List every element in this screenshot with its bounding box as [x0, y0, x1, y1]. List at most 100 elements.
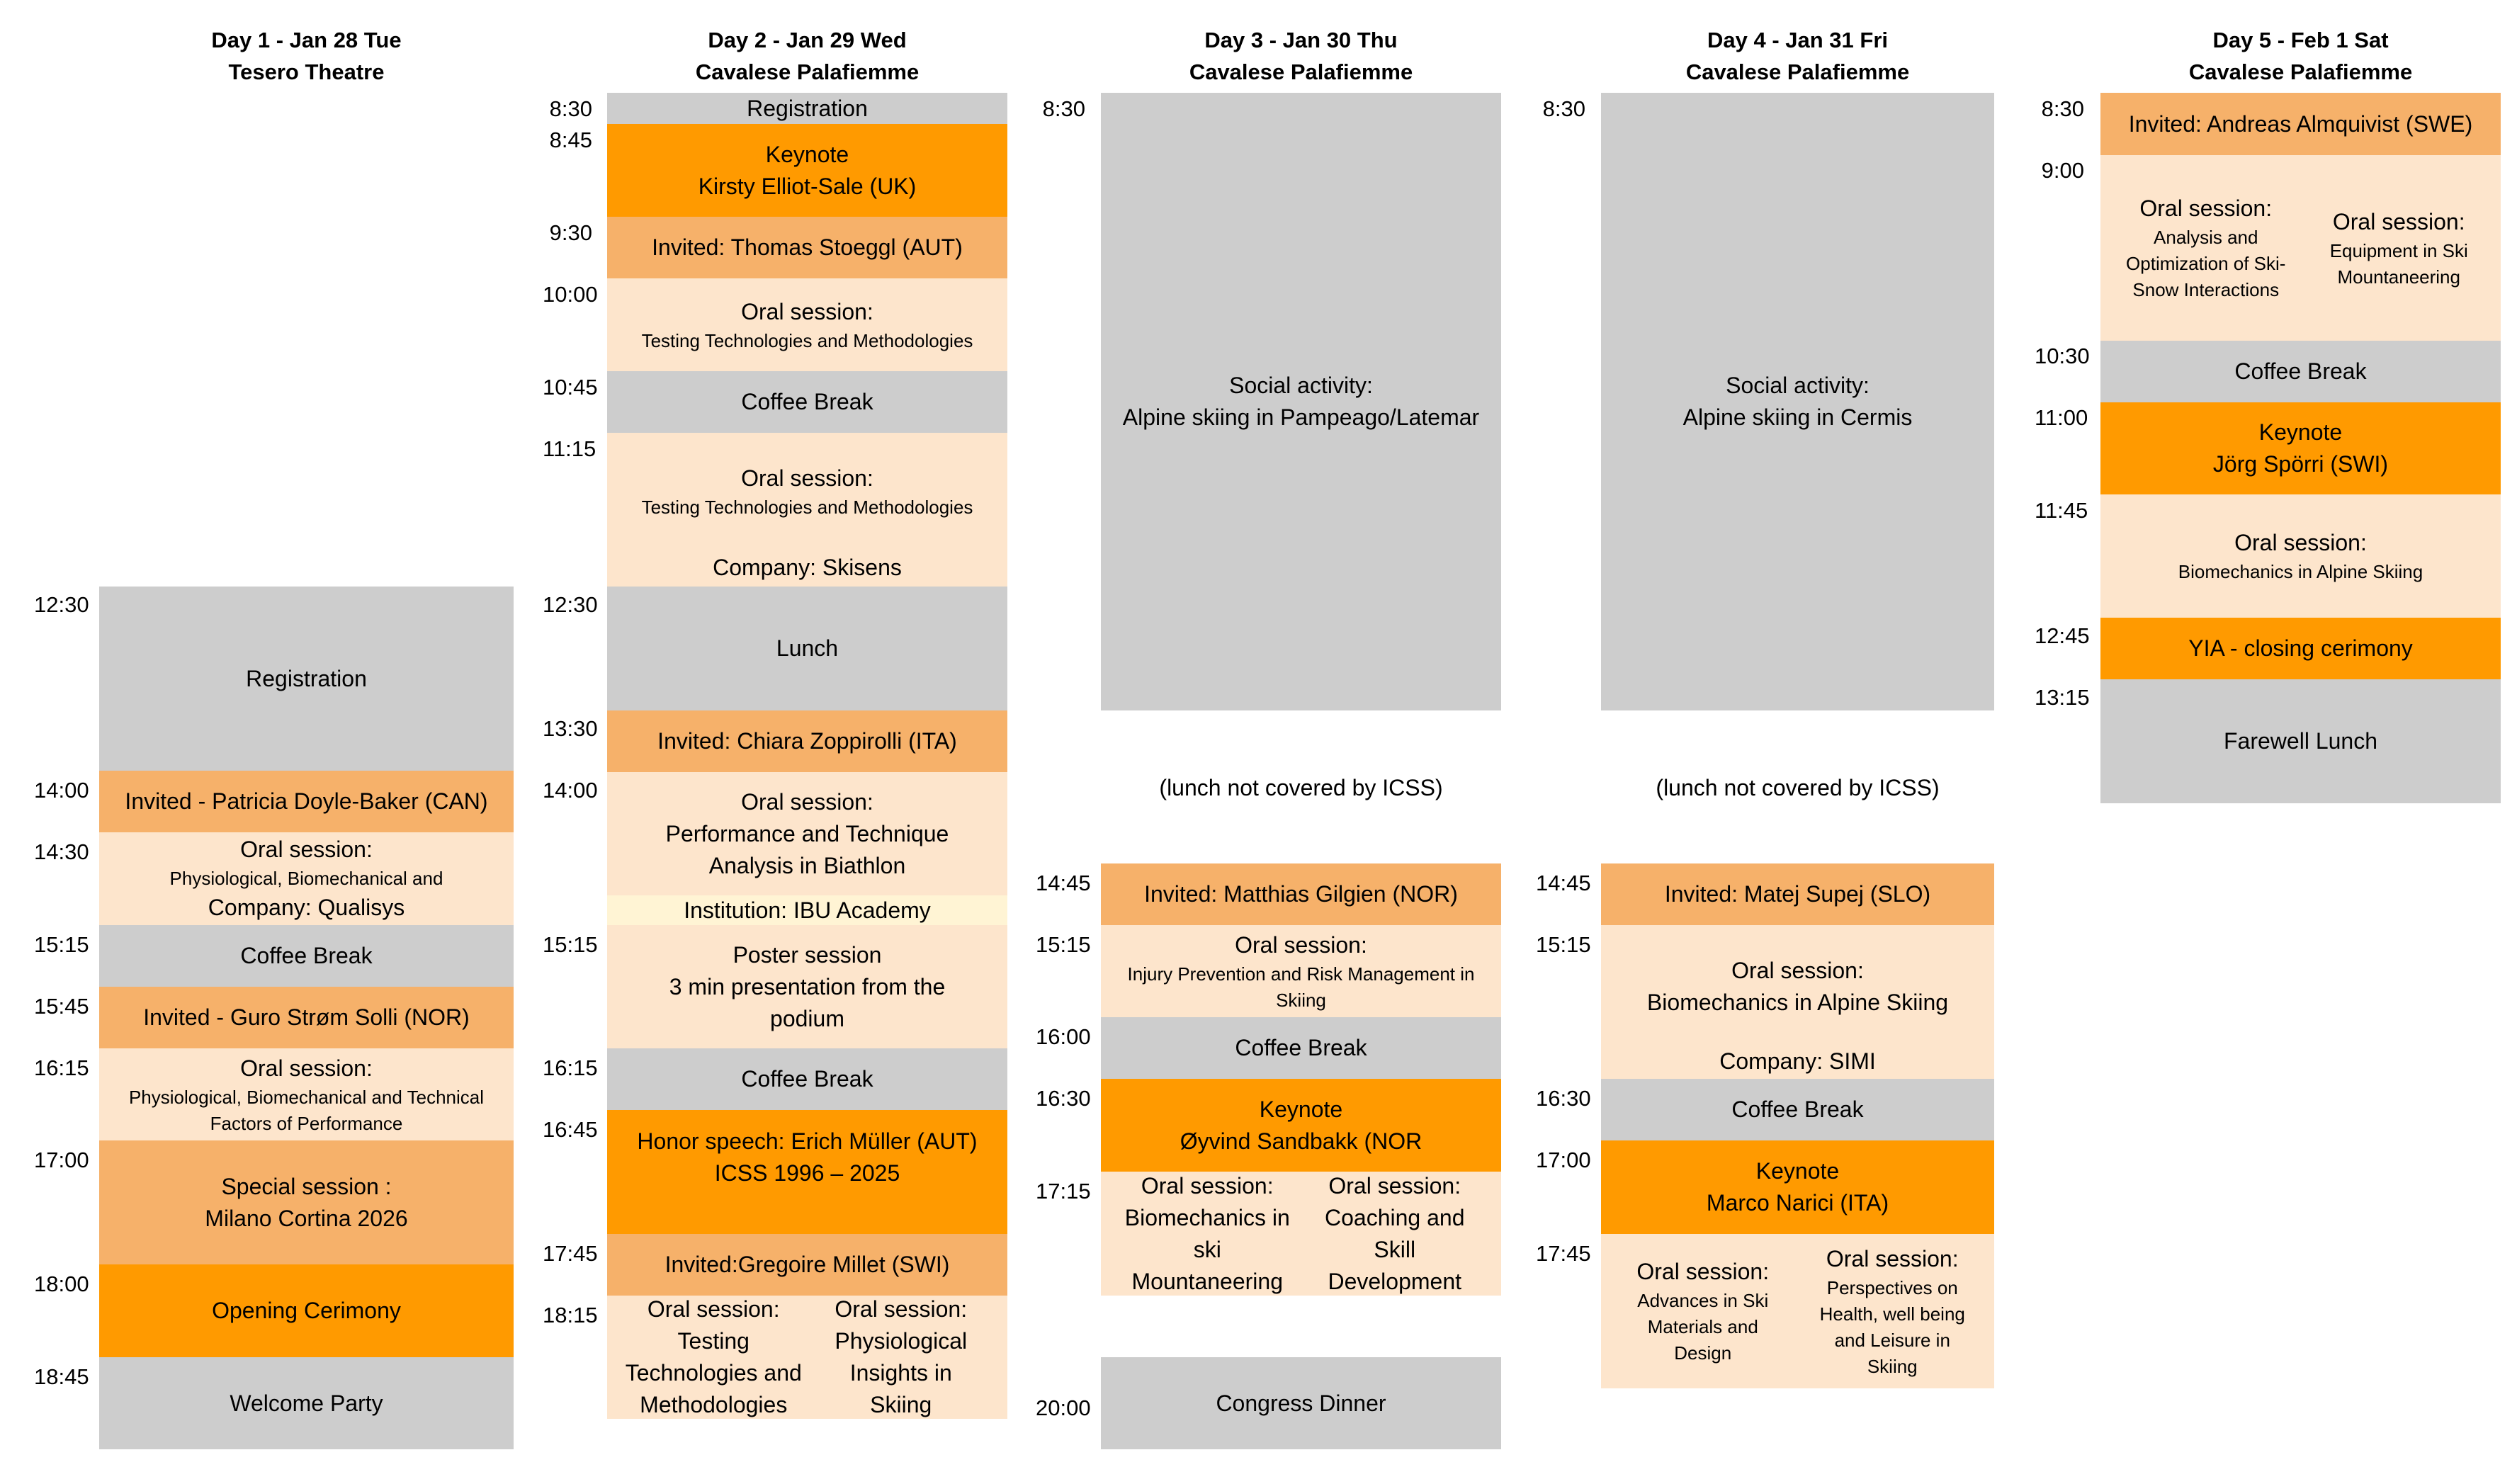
social-activity-block[interactable]: Social activity: Alpine skiing in Pampea… — [1101, 93, 1501, 710]
invited-talk-block[interactable]: Invited: Matthias Gilgien (NOR) — [1101, 863, 1501, 925]
block-label: Keynote — [1259, 1096, 1343, 1122]
oral-session-block[interactable]: Oral session: Biomechanics in Alpine Ski… — [2100, 494, 2501, 618]
oral-session-right[interactable]: Oral session: Coaching and Skill Develop… — [1303, 1172, 1487, 1296]
session-title: Oral session: — [2139, 196, 2273, 221]
oral-session-left[interactable]: Oral session: Biomechanics in ski Mounta… — [1115, 1172, 1299, 1296]
invited-talk-block[interactable]: Invited: Andreas Almquivist (SWE) — [2100, 93, 2501, 155]
oral-session-left[interactable]: Oral session: Advances in Ski Materials … — [1611, 1234, 1795, 1388]
closing-ceremony-block[interactable]: YIA - closing cerimony — [2100, 618, 2501, 679]
coffee-break-block[interactable]: Coffee Break — [1601, 1079, 1994, 1140]
time-label: 16:15 — [543, 1055, 598, 1080]
invited-talk-block[interactable]: Invited - Patricia Doyle-Baker (CAN) — [99, 771, 514, 832]
block-label: Invited - Guro Strøm Solli (NOR) — [143, 1004, 470, 1030]
day-4-title: Day 4 - Jan 31 Fri — [1707, 28, 1888, 52]
time-label: 17:45 — [1536, 1241, 1591, 1266]
time-label: 16:30 — [1036, 1086, 1091, 1111]
session-topic: Analysis and — [2154, 227, 2258, 248]
company-label: Company: Qualisys — [208, 895, 405, 920]
session-topic: Equipment in Ski — [2329, 239, 2468, 261]
social-activity-block[interactable]: Social activity: Alpine skiing in Cermis — [1601, 93, 1994, 710]
time-label: 15:15 — [1036, 932, 1091, 957]
session-title: Oral session: — [647, 1296, 780, 1322]
day-4-header: Day 4 - Jan 31 Fri Cavalese Palafiemme — [1601, 24, 1994, 89]
block-label: Poster session — [733, 941, 882, 968]
session-topic: Testing Technologies and Methodologies — [641, 329, 973, 351]
block-label: Welcome Party — [230, 1390, 383, 1416]
invited-talk-block[interactable]: Invited: Matej Supej (SLO) — [1601, 863, 1994, 925]
session-topic: Physiological, Biomechanical and — [169, 868, 443, 889]
honor-speech-block[interactable]: Honor speech: Erich Müller (AUT) ICSS 19… — [607, 1110, 1007, 1234]
oral-session-left[interactable]: Oral session: Testing Technologies and M… — [621, 1296, 805, 1419]
session-title: Oral session: — [1328, 1172, 1461, 1199]
session-title: Oral session: — [2332, 208, 2465, 234]
lunch-block[interactable]: Lunch — [607, 587, 1007, 710]
coffee-break-block[interactable]: Coffee Break — [99, 925, 514, 987]
oral-session-right[interactable]: Oral session: Equipment in Ski Mountanee… — [2307, 155, 2491, 341]
oral-session-block[interactable]: Oral session: Injury Prevention and Risk… — [1101, 925, 1501, 1017]
session-topic: Mountaneering — [2337, 266, 2460, 288]
time-label: 14:45 — [1036, 871, 1091, 895]
oral-session-block[interactable]: Oral session: Physiological, Biomechanic… — [99, 1048, 514, 1140]
oral-session-right[interactable]: Oral session: Physiological Insights in … — [809, 1296, 993, 1419]
keynote-block[interactable]: Keynote Kirsty Elliot-Sale (UK) — [607, 124, 1007, 217]
session-topic: Materials and — [1647, 1316, 1758, 1337]
oral-session-right[interactable]: Oral session: Perspectives on Health, we… — [1800, 1234, 1984, 1388]
invited-talk-block[interactable]: Invited:Gregoire Millet (SWI) — [607, 1234, 1007, 1296]
session-topic: Injury Prevention and Risk Management in… — [1127, 963, 1475, 1011]
lunch-note: (lunch not covered by ICSS) — [1656, 775, 1940, 800]
oral-session-left[interactable]: Oral session: Analysis and Optimization … — [2110, 155, 2302, 341]
session-topic: Perspectives on — [1826, 1276, 1958, 1298]
block-label: Keynote — [1755, 1158, 1840, 1184]
block-label: Keynote — [2258, 419, 2343, 445]
time-label: 17:00 — [34, 1148, 89, 1172]
registration-block[interactable]: Registration — [607, 93, 1007, 124]
session-topic: Skiing — [1867, 1355, 1918, 1377]
session-topic: Insights in — [849, 1360, 952, 1386]
time-label: 12:45 — [2035, 623, 2090, 648]
company-label: Company: Skisens — [713, 555, 902, 580]
registration-block[interactable]: Registration — [99, 587, 514, 771]
session-topic: Testing — [677, 1328, 750, 1354]
keynote-block[interactable]: Keynote Marco Narici (ITA) — [1601, 1140, 1994, 1234]
time-label: 15:15 — [1536, 932, 1591, 957]
block-label: Coffee Break — [741, 1066, 873, 1092]
opening-ceremony-block[interactable]: Opening Cerimony — [99, 1264, 514, 1357]
coffee-break-block[interactable]: Coffee Break — [607, 371, 1007, 433]
oral-session-block[interactable]: Oral session: Performance and Technique … — [607, 772, 1007, 895]
session-topic: Performance and Technique — [665, 820, 949, 846]
special-session-block[interactable]: Special session : Milano Cortina 2026 — [99, 1140, 514, 1264]
parallel-oral-sessions-block[interactable]: Oral session: Testing Technologies and M… — [607, 1296, 1007, 1419]
coffee-break-block[interactable]: Coffee Break — [2100, 341, 2501, 402]
time-label: 10:45 — [543, 375, 598, 400]
oral-session-block[interactable]: Oral session: Testing Technologies and M… — [607, 278, 1007, 371]
welcome-party-block[interactable]: Welcome Party — [99, 1357, 514, 1449]
block-label: YIA - closing cerimony — [2188, 635, 2413, 661]
parallel-oral-sessions-block[interactable]: Oral session: Analysis and Optimization … — [2100, 155, 2501, 341]
parallel-oral-sessions-block[interactable]: Oral session: Biomechanics in ski Mounta… — [1101, 1172, 1501, 1296]
invited-talk-block[interactable]: Invited - Guro Strøm Solli (NOR) — [99, 987, 514, 1048]
block-label: Invited: Matej Supej (SLO) — [1664, 881, 1931, 907]
oral-session-block[interactable]: Oral session: Testing Technologies and M… — [607, 433, 1007, 587]
session-topic: Optimization of Ski- — [2126, 253, 2286, 274]
block-label: Milano Cortina 2026 — [205, 1205, 408, 1231]
keynote-block[interactable]: Keynote Øyvind Sandbakk (NOR — [1101, 1079, 1501, 1172]
keynote-block[interactable]: Keynote Jörg Spörri (SWI) — [2100, 402, 2501, 494]
time-label: 15:15 — [543, 932, 598, 957]
block-label: Invited: Chiara Zoppirolli (ITA) — [657, 728, 957, 754]
poster-session-block[interactable]: Poster session 3 min presentation from t… — [607, 925, 1007, 1048]
day-2-title: Day 2 - Jan 29 Wed — [708, 28, 907, 52]
coffee-break-block[interactable]: Coffee Break — [1101, 1017, 1501, 1079]
time-label: 17:15 — [1036, 1179, 1091, 1203]
invited-talk-block[interactable]: Invited: Chiara Zoppirolli (ITA) — [607, 710, 1007, 772]
day-5-title: Day 5 - Feb 1 Sat — [2212, 28, 2389, 52]
institution-block[interactable]: Institution: IBU Academy — [607, 895, 1007, 925]
congress-dinner-block[interactable]: Congress Dinner — [1101, 1357, 1501, 1449]
parallel-oral-sessions-block[interactable]: Oral session: Advances in Ski Materials … — [1601, 1234, 1994, 1388]
coffee-break-block[interactable]: Coffee Break — [607, 1048, 1007, 1110]
time-label: 16:15 — [34, 1055, 89, 1080]
oral-session-block[interactable]: Oral session: Biomechanics in Alpine Ski… — [1601, 925, 1994, 1079]
oral-session-block[interactable]: Oral session: Physiological, Biomechanic… — [99, 832, 514, 925]
block-label: Invited: Thomas Stoeggl (AUT) — [652, 234, 963, 260]
farewell-lunch-block[interactable]: Farewell Lunch — [2100, 679, 2501, 803]
invited-talk-block[interactable]: Invited: Thomas Stoeggl (AUT) — [607, 217, 1007, 278]
